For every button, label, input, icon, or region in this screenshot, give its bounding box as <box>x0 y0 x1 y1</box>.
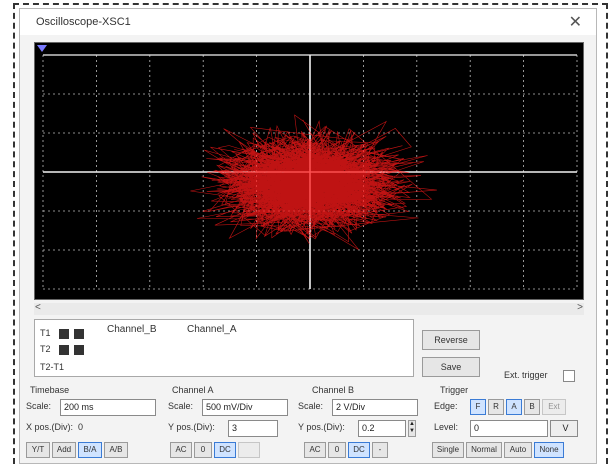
trigger-level-unit[interactable]: V <box>550 420 578 437</box>
cursor-label-t1: T1 <box>40 328 51 338</box>
channel-a-scale-field[interactable]: 500 mV/Div <box>202 399 288 416</box>
mode-ab-button[interactable]: A/B <box>104 442 128 458</box>
trigger-heading: Trigger <box>440 385 469 395</box>
channel-b-ypos-label: Y pos.(Div): <box>298 422 345 432</box>
channel-a-ac-button[interactable]: AC <box>170 442 192 458</box>
trigger-normal-button[interactable]: Normal <box>466 442 502 458</box>
ext-trigger-checkbox[interactable] <box>563 370 575 382</box>
reverse-button[interactable]: Reverse <box>422 330 480 350</box>
cursor-readout-panel: T1 T2 T2-T1 Channel_B Channel_A <box>34 319 414 377</box>
trigger-level-label: Level: <box>434 422 459 432</box>
edge-a-button[interactable]: A <box>506 399 522 415</box>
oscilloscope-window: Oscilloscope-XSC1 ✕ < > T1 T2 T2-T1 Chan… <box>19 8 597 464</box>
signal-trace <box>190 114 437 250</box>
trigger-none-button[interactable]: None <box>534 442 564 458</box>
mode-add-button[interactable]: Add <box>52 442 76 458</box>
edge-b-button[interactable]: B <box>524 399 540 415</box>
ext-trigger-label: Ext. trigger <box>504 370 548 380</box>
channel-b-scale-label: Scale: <box>298 401 324 411</box>
channel-b-zero-button[interactable]: 0 <box>328 442 346 458</box>
channel-a-zero-button[interactable]: 0 <box>194 442 212 458</box>
cursor-label-t2-t1: T2-T1 <box>40 362 65 372</box>
channel-a-ypos-field[interactable]: 3 <box>228 420 278 437</box>
window-title: Oscilloscope-XSC1 <box>36 16 131 28</box>
t1-left-arrow-icon[interactable] <box>59 328 70 339</box>
scroll-left-icon[interactable]: < <box>35 302 41 313</box>
trigger-auto-button[interactable]: Auto <box>504 442 532 458</box>
timebase-xpos-label: X pos.(Div): <box>26 422 74 432</box>
edge-ext-button[interactable]: Ext <box>542 399 566 415</box>
channel-b-dc-button[interactable]: DC <box>348 442 370 458</box>
cursor-row-t1: T1 <box>40 328 84 339</box>
timebase-scale-label: Scale: <box>26 401 52 411</box>
edge-rising-button[interactable]: R <box>488 399 504 415</box>
edge-falling-button[interactable]: F <box>470 399 486 415</box>
channel-b-heading: Channel B <box>312 385 355 395</box>
channel-b-ypos-spinner[interactable]: ▲ ▼ <box>408 420 416 437</box>
channel-a-heading: Channel A <box>172 385 214 395</box>
column-channel-b: Channel_B <box>107 324 157 335</box>
t1-right-arrow-icon[interactable] <box>73 328 84 339</box>
selection-border <box>13 3 608 464</box>
trigger-marker-icon <box>37 45 47 52</box>
channel-a-scale-label: Scale: <box>168 401 194 411</box>
timebase-xpos-value[interactable]: 0 <box>78 422 84 432</box>
cursor-label-t2: T2 <box>40 344 51 354</box>
oscilloscope-display <box>34 42 584 300</box>
mode-ba-button[interactable]: B/A <box>78 442 102 458</box>
close-icon[interactable]: ✕ <box>568 14 582 31</box>
channel-a-ypos-label: Y pos.(Div): <box>168 422 215 432</box>
scope-plot <box>42 54 578 290</box>
trigger-level-field[interactable]: 0 <box>470 420 548 437</box>
t2-left-arrow-icon[interactable] <box>59 344 70 355</box>
column-channel-a: Channel_A <box>187 324 237 335</box>
scroll-right-icon[interactable]: > <box>577 302 583 313</box>
channel-b-ac-button[interactable]: AC <box>304 442 326 458</box>
save-button[interactable]: Save <box>422 357 480 377</box>
title-bar[interactable]: Oscilloscope-XSC1 ✕ <box>20 9 596 35</box>
trigger-single-button[interactable]: Single <box>432 442 464 458</box>
horizontal-scrollbar[interactable]: < > <box>34 302 584 315</box>
timebase-heading: Timebase <box>30 385 70 395</box>
t2-right-arrow-icon[interactable] <box>73 344 84 355</box>
mode-yt-button[interactable]: Y/T <box>26 442 50 458</box>
channel-a-extra-button[interactable] <box>238 442 260 458</box>
channel-b-ypos-field[interactable]: 0.2 <box>358 420 406 437</box>
cursor-row-t2: T2 <box>40 344 84 355</box>
channel-a-dc-button[interactable]: DC <box>214 442 236 458</box>
channel-b-minus-button[interactable]: - <box>372 442 388 458</box>
trigger-edge-label: Edge: <box>434 401 458 411</box>
timebase-scale-field[interactable]: 200 ms <box>60 399 156 416</box>
channel-b-scale-field[interactable]: 2 V/Div <box>332 399 418 416</box>
